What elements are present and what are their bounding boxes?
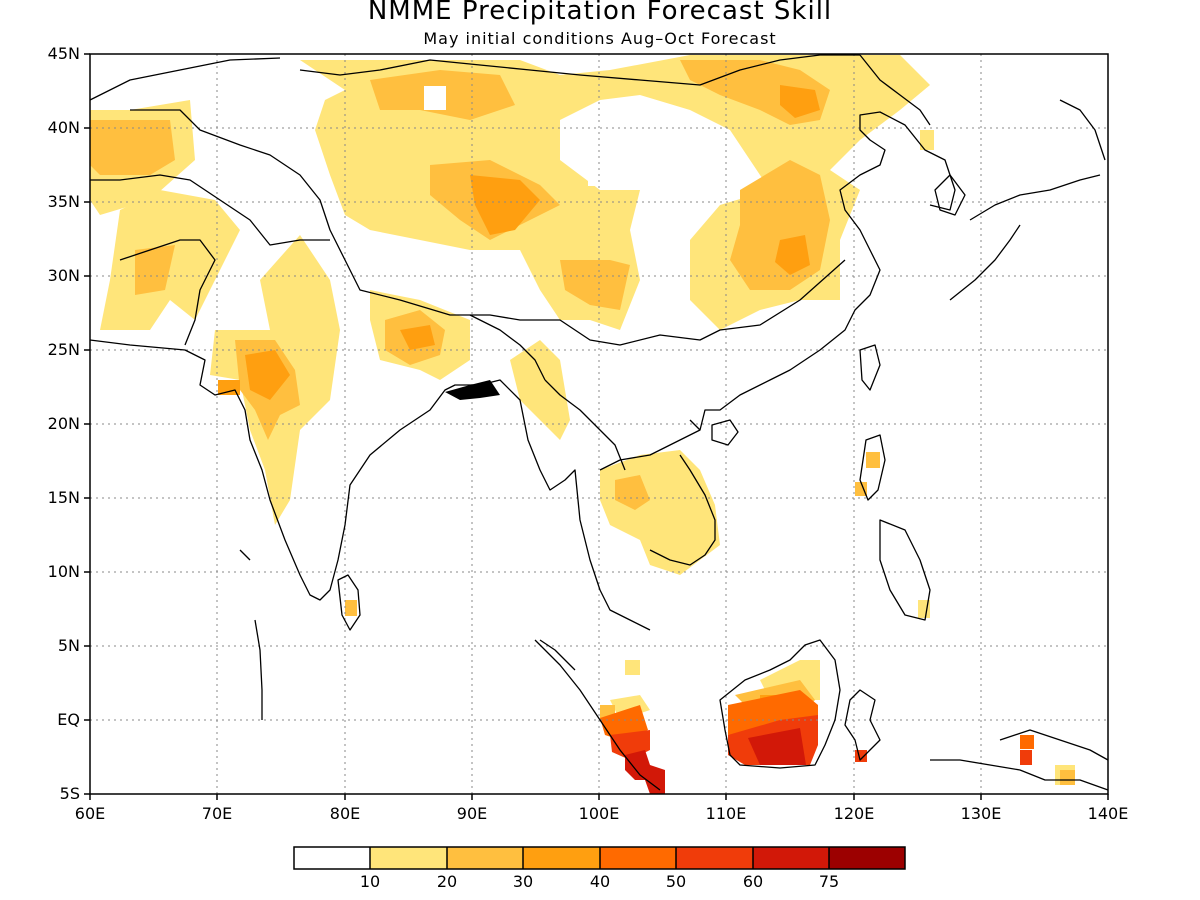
map-subtitle: May initial conditions Aug–Oct Forecast	[423, 29, 777, 48]
lat-label-15n: 15N	[47, 488, 80, 507]
colorbar-label-50: 50	[665, 872, 687, 891]
coastlines	[89, 54, 1109, 791]
lat-label-eq: EQ	[57, 710, 80, 729]
colorbar-label-30: 30	[512, 872, 534, 891]
colorbar-label-60: 60	[742, 872, 764, 891]
lat-label-25n: 25N	[47, 340, 80, 359]
map-area	[89, 53, 1109, 795]
colorbar-label-40: 40	[589, 872, 611, 891]
colorbar-swatch-1	[294, 847, 370, 869]
colorbar-swatch-5	[600, 847, 676, 869]
lat-label-5s: 5S	[59, 784, 80, 803]
lon-label-140e: 140E	[1087, 804, 1129, 823]
lat-label-35n: 35N	[47, 192, 80, 211]
colorbar	[293, 846, 906, 870]
map-title: NMME Precipitation Forecast Skill	[367, 0, 833, 26]
colorbar-swatch-7	[753, 847, 829, 869]
lon-label-130e: 130E	[960, 804, 1002, 823]
lat-label-10n: 10N	[47, 562, 80, 581]
colorbar-swatch-8	[829, 847, 905, 869]
lon-label-120e: 120E	[833, 804, 875, 823]
colorbar-label-75: 75	[818, 872, 840, 891]
colorbar-swatch-2	[370, 847, 447, 869]
lat-label-20n: 20N	[47, 414, 80, 433]
lat-label-40n: 40N	[47, 118, 80, 137]
lat-label-5n: 5N	[57, 636, 80, 655]
colorbar-label-20: 20	[436, 872, 458, 891]
colorbar-swatch-6	[676, 847, 753, 869]
lon-label-90e: 90E	[456, 804, 488, 823]
skill-shading	[90, 55, 1075, 794]
colorbar-swatch-4	[523, 847, 600, 869]
axis-ticks	[84, 53, 1109, 800]
colorbar-swatch-3	[447, 847, 523, 869]
lon-label-80e: 80E	[329, 804, 361, 823]
lat-label-30n: 30N	[47, 266, 80, 285]
shading-myanmar	[510, 340, 570, 440]
lon-label-70e: 70E	[201, 804, 233, 823]
lon-label-60e: 60E	[74, 804, 106, 823]
lon-label-110e: 110E	[705, 804, 747, 823]
lon-label-100e: 100E	[578, 804, 620, 823]
colorbar-label-10: 10	[359, 872, 381, 891]
bay-delta-coast	[445, 380, 500, 400]
lat-label-45n: 45N	[47, 44, 80, 63]
